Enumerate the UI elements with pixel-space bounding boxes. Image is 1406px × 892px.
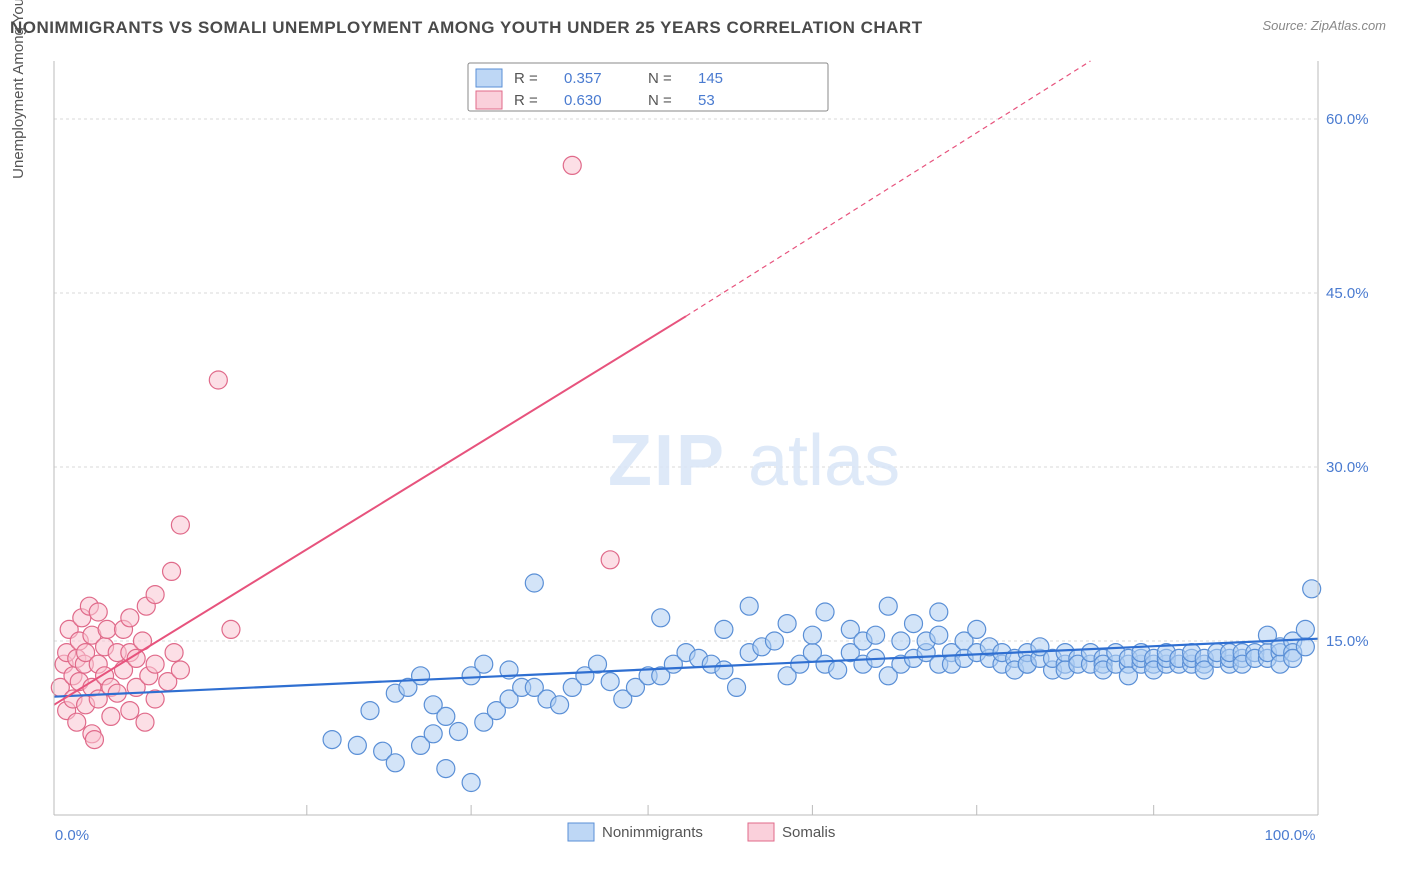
somalis-point xyxy=(601,551,619,569)
somalis-point xyxy=(171,661,189,679)
somalis-point xyxy=(171,516,189,534)
nonimmigrants-point xyxy=(462,774,480,792)
y-axis-label: Unemployment Among Youth under 25 years xyxy=(10,0,30,280)
somalis-point xyxy=(136,713,154,731)
svg-text:60.0%: 60.0% xyxy=(1326,111,1369,128)
somalis-point xyxy=(209,371,227,389)
svg-text:N =: N = xyxy=(648,70,672,87)
nonimmigrants-point xyxy=(361,702,379,720)
nonimmigrants-point xyxy=(412,667,430,685)
somalis-trendline-ext xyxy=(686,61,1090,316)
nonimmigrants-point xyxy=(930,603,948,621)
legend-series: Nonimmigrants Somalis xyxy=(568,823,835,841)
nonimmigrants-point xyxy=(803,626,821,644)
somalis-point xyxy=(121,702,139,720)
somalis-point xyxy=(146,655,164,673)
somalis-point xyxy=(163,562,181,580)
svg-text:145: 145 xyxy=(698,70,723,87)
svg-text:0.0%: 0.0% xyxy=(55,827,89,844)
svg-text:45.0%: 45.0% xyxy=(1326,285,1369,302)
nonimmigrants-point xyxy=(437,707,455,725)
chart-title: NONIMMIGRANTS VS SOMALI UNEMPLOYMENT AMO… xyxy=(10,18,923,38)
legend-stats: R = 0.357 N = 145 R = 0.630 N = 53 xyxy=(468,63,828,111)
svg-text:ZIP: ZIP xyxy=(608,421,726,501)
nonimmigrants-point xyxy=(551,696,569,714)
somalis-point xyxy=(146,586,164,604)
source-label: Source: ZipAtlas.com xyxy=(1262,18,1386,33)
somalis-point xyxy=(102,707,120,725)
nonimmigrants-point xyxy=(968,620,986,638)
svg-text:N =: N = xyxy=(648,92,672,109)
nonimmigrants-point xyxy=(601,673,619,691)
nonimmigrants-point xyxy=(475,655,493,673)
svg-text:R =: R = xyxy=(514,70,538,87)
svg-text:15.0%: 15.0% xyxy=(1326,633,1369,650)
svg-text:0.357: 0.357 xyxy=(564,70,602,87)
nonimmigrants-point xyxy=(323,731,341,749)
svg-text:0.630: 0.630 xyxy=(564,92,602,109)
svg-text:Nonimmigrants: Nonimmigrants xyxy=(602,824,703,841)
nonimmigrants-point xyxy=(728,678,746,696)
nonimmigrants-point xyxy=(778,615,796,633)
nonimmigrants-point xyxy=(386,754,404,772)
nonimmigrants-point xyxy=(449,722,467,740)
nonimmigrants-point xyxy=(867,626,885,644)
scatter-plot: 15.0% 30.0% 45.0% 60.0% ZIP atlas 0.0% 100.0% R … xyxy=(48,55,1383,885)
nonimmigrants-point xyxy=(652,609,670,627)
somalis-point xyxy=(121,609,139,627)
svg-text:Somalis: Somalis xyxy=(782,824,835,841)
somalis-point xyxy=(85,731,103,749)
somalis-point xyxy=(222,620,240,638)
svg-text:R =: R = xyxy=(514,92,538,109)
nonimmigrants-point xyxy=(892,632,910,650)
nonimmigrants-point xyxy=(424,725,442,743)
nonimmigrants-point xyxy=(348,736,366,754)
somalis-point xyxy=(89,603,107,621)
somalis-point xyxy=(68,713,86,731)
nonimmigrants-point xyxy=(930,626,948,644)
svg-text:53: 53 xyxy=(698,92,715,109)
nonimmigrants-point xyxy=(905,615,923,633)
somalis-trendline xyxy=(54,316,686,705)
nonimmigrants-point xyxy=(765,632,783,650)
nonimmigrants-point xyxy=(437,760,455,778)
nonimmigrants-point xyxy=(715,661,733,679)
svg-text:30.0%: 30.0% xyxy=(1326,459,1369,476)
nonimmigrants-point xyxy=(715,620,733,638)
nonimmigrants-point xyxy=(740,597,758,615)
nonimmigrants-point xyxy=(816,603,834,621)
nonimmigrants-point xyxy=(525,574,543,592)
nonimmigrants-point xyxy=(879,597,897,615)
nonimmigrants-point xyxy=(829,661,847,679)
somalis-point xyxy=(98,620,116,638)
somalis-point xyxy=(165,644,183,662)
svg-text:100.0%: 100.0% xyxy=(1265,827,1316,844)
nonimmigrants-point xyxy=(1296,620,1314,638)
somalis-point xyxy=(563,156,581,174)
svg-text:atlas: atlas xyxy=(748,421,900,501)
